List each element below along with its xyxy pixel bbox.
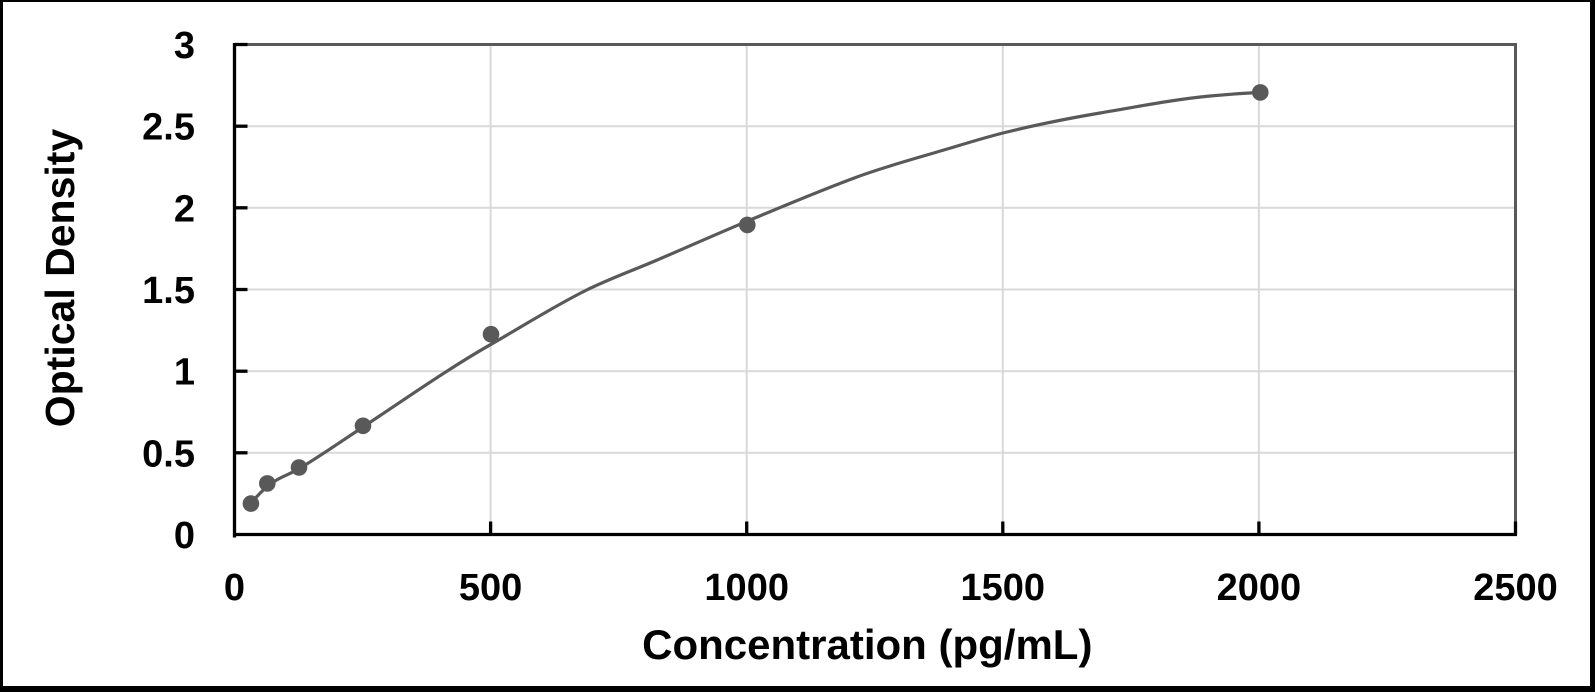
svg-text:2500: 2500 [1473,567,1558,609]
svg-text:1000: 1000 [704,567,789,609]
svg-text:0: 0 [174,515,195,557]
svg-text:1.5: 1.5 [142,270,195,312]
svg-text:0: 0 [224,567,245,609]
svg-text:0.5: 0.5 [142,433,195,475]
svg-text:2.5: 2.5 [142,107,195,149]
svg-text:Concentration (pg/mL): Concentration (pg/mL) [642,621,1092,668]
svg-text:500: 500 [459,567,522,609]
svg-text:2000: 2000 [1217,567,1302,609]
svg-text:Optical Density: Optical Density [37,129,83,428]
svg-text:1500: 1500 [961,567,1046,609]
svg-text:1: 1 [174,352,195,394]
svg-text:3: 3 [174,25,195,67]
svg-text:2: 2 [174,188,195,230]
